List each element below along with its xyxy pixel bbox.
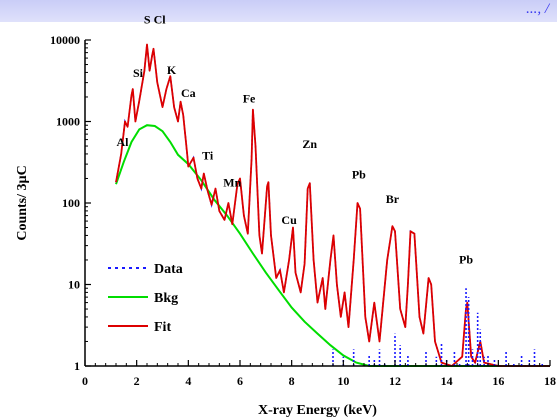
plot-area: Al Si S Cl K Ca Ti Mn Fe Cu Zn Pb Br Pb (115, 12, 550, 367)
peak-label: Fe (243, 92, 256, 106)
axes: 0 2 4 6 8 10 12 14 16 18 1 10 100 1000 10000 (50, 33, 556, 388)
legend-label-data: Data (154, 262, 183, 277)
peak-label: S Cl (144, 12, 166, 26)
peak-label: Zn (302, 137, 317, 151)
peak-label: Br (386, 192, 400, 206)
x-tick-label: 8 (289, 374, 295, 388)
y-tick-label: 10 (68, 278, 80, 292)
series-fit-line (115, 43, 550, 367)
y-tick-label: 10000 (50, 33, 80, 47)
x-tick-label: 18 (544, 374, 556, 388)
peak-label: Al (116, 135, 129, 149)
peak-label: Si (133, 66, 144, 80)
x-tick-label: 0 (82, 374, 88, 388)
header-banner: ..., / (0, 0, 557, 22)
x-tick-label: 10 (337, 374, 349, 388)
y-tick-label: 100 (62, 196, 80, 210)
peak-label: Pb (459, 253, 473, 267)
peak-label: Pb (352, 167, 366, 181)
y-tick-label: 1 (74, 359, 80, 373)
legend: Data Bkg Fit (108, 262, 183, 335)
x-tick-label: 14 (441, 374, 453, 388)
y-tick-label: 1000 (56, 115, 80, 129)
banner-text: ..., / (526, 1, 549, 17)
y-axis-label: Counts/ 3µC (15, 165, 30, 240)
x-axis-label: X-ray Energy (keV) (258, 403, 377, 418)
peak-label: Ca (181, 86, 196, 100)
peak-label: Cu (281, 213, 297, 227)
peak-label: Ti (202, 149, 214, 163)
x-tick-label: 12 (389, 374, 401, 388)
x-tick-label: 6 (237, 374, 243, 388)
legend-label-bkg: Bkg (154, 291, 178, 306)
peak-label: K (167, 63, 177, 77)
x-tick-label: 16 (492, 374, 504, 388)
x-tick-label: 4 (185, 374, 191, 388)
peak-label: Mn (223, 175, 241, 189)
legend-label-fit: Fit (154, 320, 171, 335)
series-bkg-line (115, 124, 550, 367)
x-tick-label: 2 (134, 374, 140, 388)
